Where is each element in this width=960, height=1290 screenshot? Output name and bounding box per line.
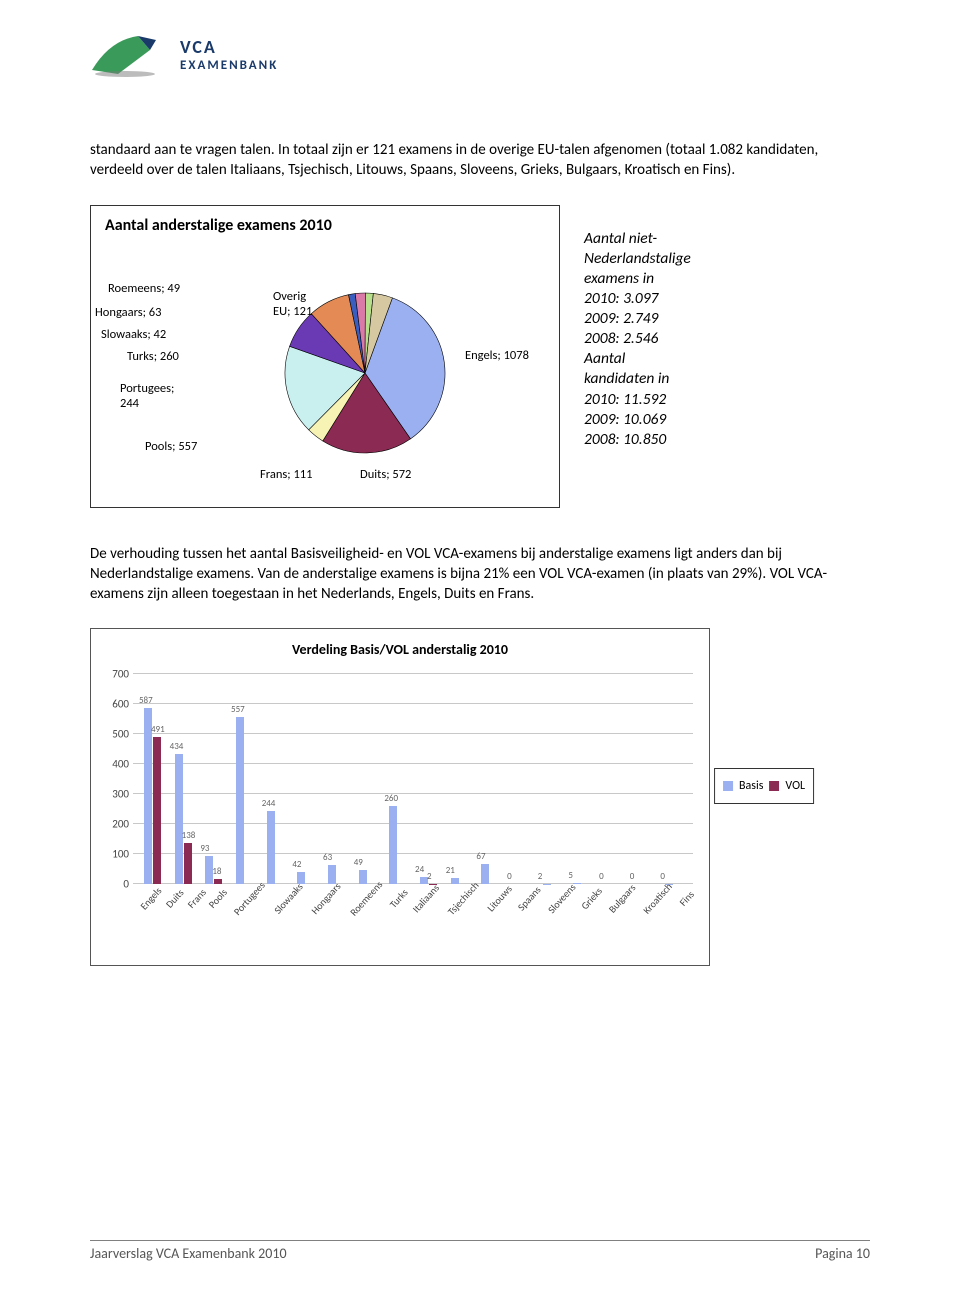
side-l3: examens in — [584, 269, 691, 289]
bar-basis — [175, 754, 183, 884]
logo-text: VCA EXAMENBANK — [180, 36, 278, 73]
bar-value-label: 491 — [151, 724, 165, 735]
bar-chart-box: Verdeling Basis/VOL anderstalig 2010 0 10… — [90, 628, 710, 966]
bar-value-label: 63 — [323, 852, 332, 863]
bar-value-label: 93 — [200, 843, 209, 854]
bar-basis — [389, 806, 397, 884]
bar-group: 242 — [413, 877, 444, 884]
bar-value-label: 0 — [599, 871, 604, 882]
y-tick-label: 600 — [112, 698, 129, 711]
logo-line2: EXAMENBANK — [180, 58, 278, 73]
bar-value-label: 244 — [262, 798, 276, 809]
bar-value-label: 434 — [170, 741, 184, 752]
bar-legend: Basis VOL — [714, 768, 814, 804]
bar-value-label: 18 — [212, 866, 221, 877]
bar-basis — [573, 883, 581, 885]
bar-value-label: 587 — [139, 695, 153, 706]
bar-group: 557 — [229, 717, 260, 884]
bar-basis — [236, 717, 244, 884]
bar-value-label: 138 — [182, 830, 196, 841]
pie-slice-label: Frans; 111 — [260, 467, 312, 482]
bar-basis — [543, 884, 551, 885]
bar-group: 244 — [260, 811, 291, 884]
side-l6: 2008: 2.546 — [584, 329, 691, 349]
side-l11: 2008: 10.850 — [584, 430, 691, 450]
side-l1: Aantal niet- — [584, 229, 691, 249]
bar-value-label: 0 — [630, 871, 635, 882]
y-tick-label: 100 — [112, 848, 129, 861]
legend-label-basis: Basis — [739, 779, 763, 793]
footer: Jaarverslag VCA Examenbank 2010 Pagina 1… — [90, 1240, 870, 1262]
bar-group: 2 — [536, 884, 567, 885]
bar-vol — [184, 843, 192, 884]
side-stats: Aantal niet- Nederlandstalige examens in… — [584, 229, 691, 451]
y-tick-label: 300 — [112, 788, 129, 801]
bar-group: 9318 — [198, 856, 229, 884]
pie-area: Engels; 1078 Duits; 572 Frans; 111 Pools; 5… — [105, 243, 545, 493]
y-tick-label: 500 — [112, 728, 129, 741]
bar-group: 434138 — [168, 754, 199, 884]
bar-value-label: 557 — [231, 704, 245, 715]
pie-slice-label: Pools; 557 — [145, 439, 197, 454]
bar-basis — [267, 811, 275, 884]
y-tick-label: 200 — [112, 818, 129, 831]
bar-value-label: 49 — [354, 857, 363, 868]
side-l4: 2010: 3.097 — [584, 289, 691, 309]
bar-value-label: 42 — [292, 859, 301, 870]
bar-value-label: 260 — [384, 793, 398, 804]
bar-value-label: 5 — [568, 870, 573, 881]
legend-label-vol: VOL — [785, 779, 805, 793]
bar-group: 67 — [474, 864, 505, 884]
side-l5: 2009: 2.749 — [584, 309, 691, 329]
bar-basis — [359, 870, 367, 885]
side-l9: 2010: 11.592 — [584, 390, 691, 410]
pie-slice-label: Slowaaks; 42 — [101, 327, 166, 342]
bar-value-label: 24 — [415, 864, 424, 875]
x-axis-labels: EngelsDuitsFransPoolsPortugeesSlowaaksHo… — [133, 884, 693, 907]
pie-chart-box: Aantal anderstalige examens 2010 Engels;… — [90, 205, 560, 508]
logo-line1: VCA — [180, 36, 278, 58]
bar-value-label: 2 — [427, 871, 432, 882]
bar-group: 260 — [382, 806, 413, 884]
bar-title: Verdeling Basis/VOL anderstalig 2010 — [105, 641, 695, 658]
bar-basis — [451, 878, 459, 884]
bar-chart: 0100200300400500600700587491434138931855… — [133, 674, 693, 884]
pie-slice-label: Turks; 260 — [127, 349, 179, 364]
paragraph-1: standaard aan te vragen talen. In totaal… — [90, 140, 870, 181]
y-tick-label: 700 — [112, 668, 129, 681]
pie-slice-label: Hongaars; 63 — [95, 305, 161, 320]
bar-value-label: 0 — [507, 871, 512, 882]
footer-left: Jaarverslag VCA Examenbank 2010 — [90, 1245, 287, 1262]
pie-title: Aantal anderstalige examens 2010 — [105, 216, 545, 235]
pie-slice-label: OverigEU; 121 — [273, 289, 312, 319]
paragraph-2: De verhouding tussen het aantal Basisvei… — [90, 544, 870, 605]
logo: VCA EXAMENBANK — [90, 30, 278, 78]
logo-icon — [90, 30, 170, 78]
bar-value-label: 2 — [538, 871, 543, 882]
bar-vol — [214, 879, 222, 884]
bar-basis — [481, 864, 489, 884]
side-l8: kandidaten in — [584, 369, 691, 389]
side-l10: 2009: 10.069 — [584, 410, 691, 430]
legend-swatch-vol — [769, 781, 779, 791]
pie-slice-label: Portugees;244 — [120, 381, 174, 411]
bar-value-label: 21 — [446, 865, 455, 876]
pie-slice-label: Roemeens; 49 — [108, 281, 180, 296]
footer-right: Pagina 10 — [815, 1245, 870, 1262]
side-l2: Nederlandstalige — [584, 249, 691, 269]
legend-swatch-basis — [723, 781, 733, 791]
bar-group: 587491 — [137, 708, 168, 884]
bar-vol — [153, 737, 161, 884]
pie-slice-label: Engels; 1078 — [465, 348, 529, 363]
bar-value-label: 67 — [476, 851, 485, 862]
side-l7: Aantal — [584, 349, 691, 369]
y-tick-label: 0 — [123, 878, 129, 891]
y-tick-label: 400 — [112, 758, 129, 771]
pie-slice-label: Duits; 572 — [360, 467, 411, 482]
